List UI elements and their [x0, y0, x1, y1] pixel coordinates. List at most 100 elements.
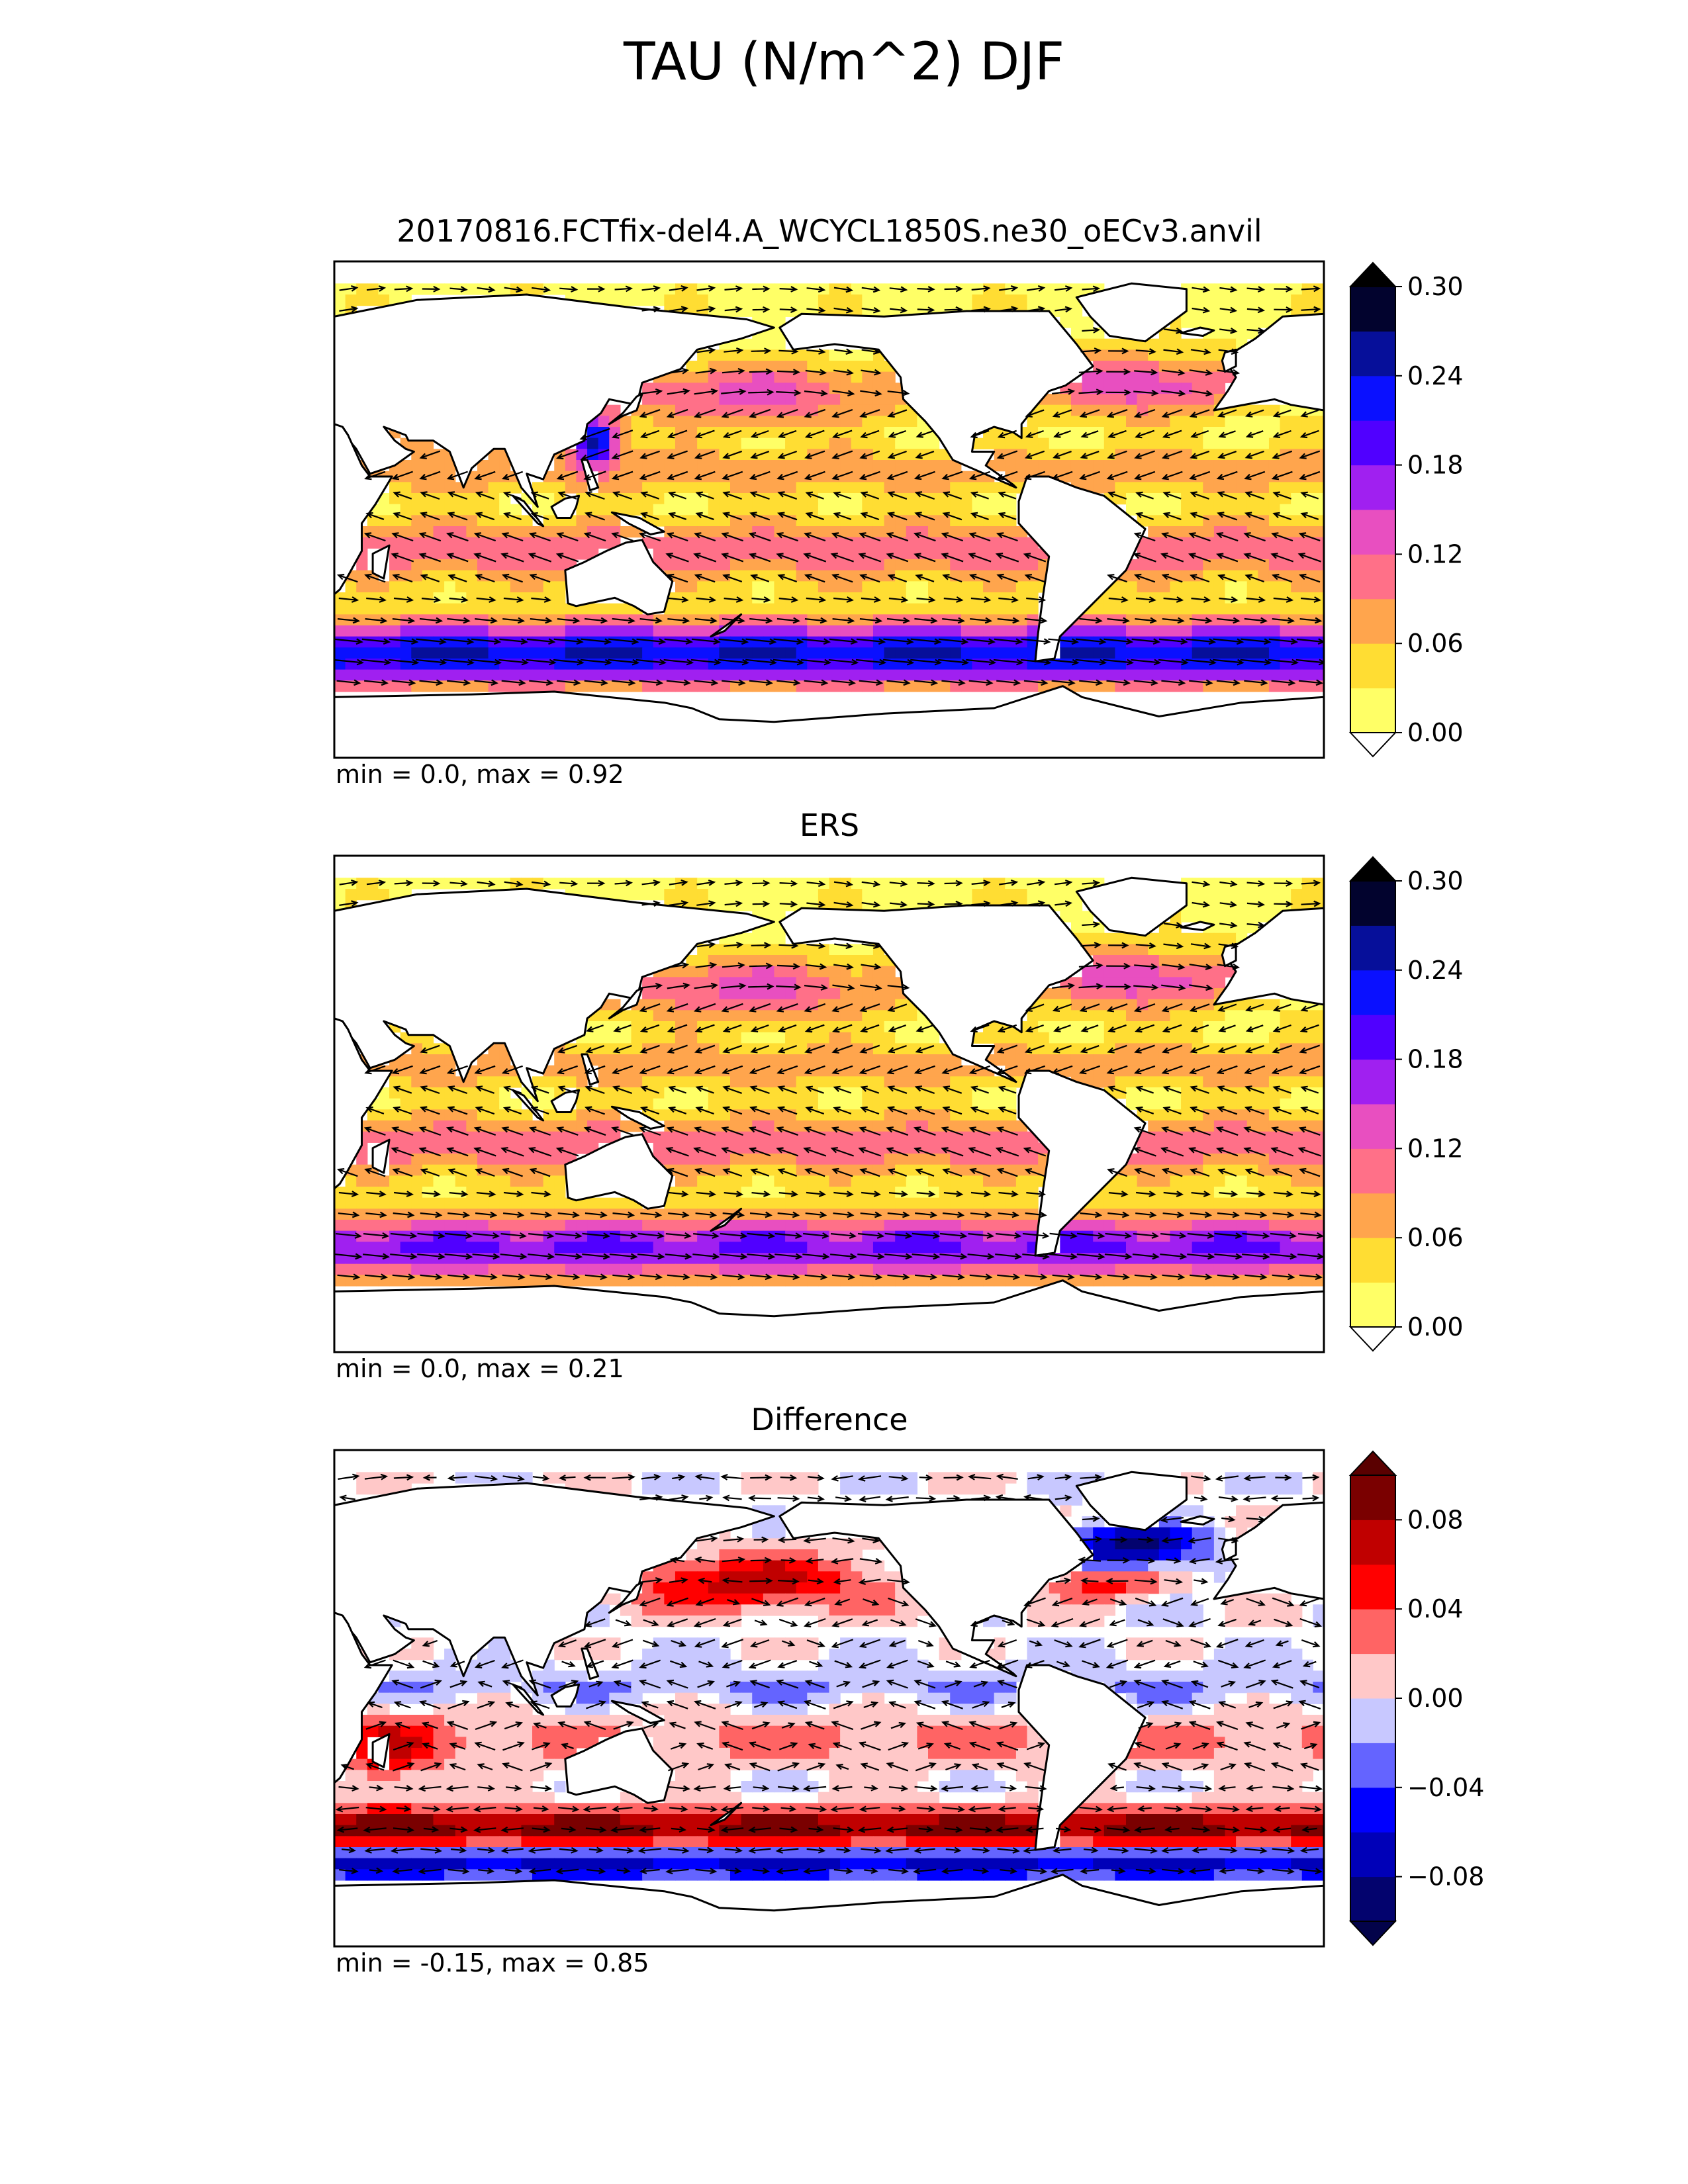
- heatmap-cell: [774, 933, 786, 944]
- heatmap-cell: [697, 603, 709, 615]
- heatmap-cell: [1126, 1065, 1138, 1077]
- wind-vector: [722, 679, 746, 686]
- heatmap-cell: [1093, 1197, 1105, 1209]
- heatmap-cell: [499, 482, 511, 494]
- heatmap-cell: [719, 515, 731, 527]
- heatmap-cell: [763, 1175, 775, 1187]
- wind-vector: [806, 348, 826, 355]
- heatmap-cell: [510, 1175, 522, 1187]
- heatmap-cell: [1103, 1010, 1115, 1022]
- heatmap-cell: [785, 1220, 797, 1232]
- heatmap-cell: [1015, 570, 1028, 582]
- heatmap-cell: [1103, 933, 1115, 944]
- heatmap-cell: [807, 625, 819, 637]
- heatmap-cell: [1192, 669, 1203, 681]
- wind-vector: [1025, 409, 1045, 418]
- heatmap-cell: [1148, 1087, 1160, 1099]
- heatmap-cell: [587, 625, 599, 637]
- heatmap-cell: [1027, 416, 1039, 428]
- heatmap-cell: [378, 1098, 390, 1110]
- heatmap-cell: [1203, 427, 1215, 439]
- heatmap-cell: [752, 1197, 764, 1209]
- heatmap-cell: [1192, 933, 1203, 944]
- heatmap-cell: [983, 515, 995, 527]
- wind-vector: [800, 659, 831, 666]
- heatmap-cell: [872, 581, 885, 593]
- heatmap-cell: [895, 1187, 907, 1199]
- heatmap-cell: [1082, 437, 1094, 449]
- wind-vector: [694, 430, 715, 439]
- heatmap-cell: [1280, 537, 1291, 549]
- heatmap-cell: [543, 669, 555, 681]
- heatmap-cell: [719, 437, 731, 449]
- heatmap-cell: [697, 1154, 709, 1165]
- heatmap-cell: [499, 537, 511, 549]
- heatmap-cell: [1103, 603, 1115, 615]
- heatmap-cell: [972, 680, 984, 692]
- colorbar-segment: [1350, 331, 1395, 377]
- heatmap-cell: [730, 1054, 742, 1066]
- heatmap-cell: [1027, 1010, 1039, 1022]
- wind-vector: [831, 532, 853, 541]
- heatmap-cell: [1291, 592, 1303, 604]
- heatmap-cell: [708, 427, 720, 439]
- heatmap-cell: [961, 548, 973, 560]
- wind-vector: [363, 679, 389, 686]
- heatmap-cell: [400, 669, 412, 681]
- heatmap-cell: [664, 1131, 676, 1143]
- heatmap-cell: [1280, 482, 1291, 494]
- heatmap-cell: [554, 537, 566, 549]
- heatmap-cell: [1181, 1175, 1193, 1187]
- heatmap-cell: [1301, 548, 1313, 560]
- heatmap-cell: [477, 1076, 489, 1088]
- heatmap-cell: [1038, 295, 1050, 306]
- heatmap-cell: [1291, 504, 1303, 516]
- heatmap-cell: [1005, 526, 1017, 538]
- heatmap-cell: [708, 537, 720, 549]
- heatmap-cell: [1291, 625, 1303, 637]
- heatmap-cell: [1148, 515, 1160, 527]
- wind-vector: [776, 553, 799, 563]
- heatmap-cell: [1246, 416, 1258, 428]
- heatmap-cell: [521, 614, 533, 626]
- heatmap-cell: [939, 647, 951, 659]
- wind-vector: [1161, 450, 1183, 459]
- heatmap-cell: [631, 1076, 643, 1088]
- wind-vector: [1024, 574, 1045, 583]
- heatmap-cell: [950, 1142, 962, 1154]
- heatmap-cell: [752, 647, 764, 659]
- heatmap-cell: [1192, 361, 1203, 373]
- heatmap-cell: [356, 1187, 368, 1199]
- heatmap-cell: [818, 437, 830, 449]
- heatmap-cell: [1246, 316, 1258, 328]
- heatmap-cell: [1280, 647, 1291, 659]
- heatmap-cell: [1038, 449, 1050, 461]
- heatmap-cell: [741, 1187, 753, 1199]
- heatmap-cell: [862, 437, 874, 449]
- heatmap-cell: [620, 1220, 632, 1232]
- heatmap-cell: [840, 581, 852, 593]
- heatmap-cell: [906, 1109, 917, 1121]
- heatmap-cell: [1181, 349, 1193, 361]
- heatmap-cell: [543, 581, 555, 593]
- heatmap-cell: [1126, 1197, 1138, 1209]
- heatmap-cell: [796, 1076, 808, 1088]
- heatmap-cell: [884, 1220, 896, 1232]
- heatmap-cell: [686, 427, 698, 439]
- heatmap-cell: [950, 1098, 962, 1110]
- heatmap-cell: [741, 482, 753, 494]
- wind-vector: [1047, 659, 1080, 666]
- heatmap-cell: [1148, 361, 1160, 373]
- heatmap-cell: [774, 988, 786, 1000]
- heatmap-cell: [983, 559, 995, 571]
- heatmap-cell: [785, 537, 797, 549]
- heatmap-cell: [1291, 1076, 1303, 1088]
- heatmap-cell: [422, 603, 434, 615]
- heatmap-cell: [1126, 603, 1138, 615]
- heatmap-cell: [1158, 933, 1171, 944]
- heatmap-cell: [356, 647, 368, 659]
- heatmap-cell: [818, 504, 830, 516]
- wind-vector: [666, 532, 688, 542]
- heatmap-cell: [851, 955, 863, 967]
- heatmap-cell: [389, 1175, 401, 1187]
